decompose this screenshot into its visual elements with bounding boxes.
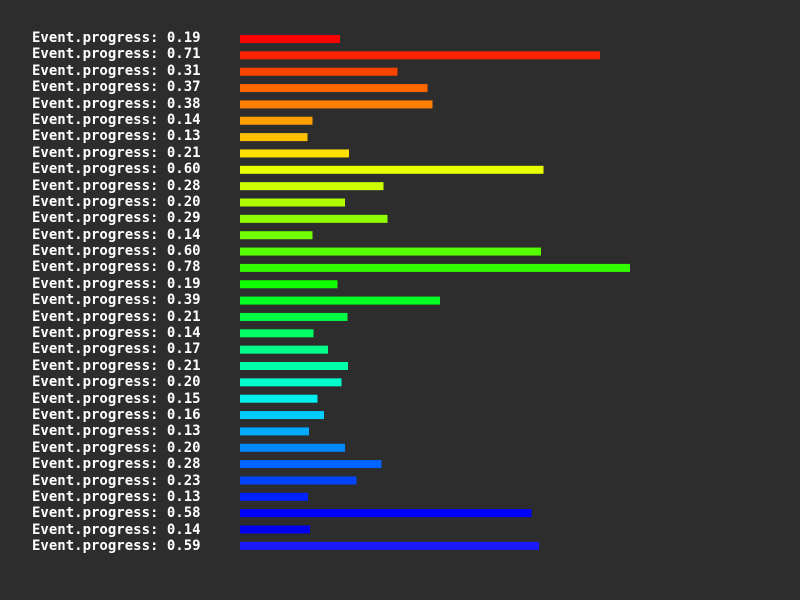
- bar: [240, 247, 541, 256]
- bar-label: Event.progress: 0.14: [32, 325, 201, 342]
- bar: [240, 84, 428, 93]
- bar: [240, 165, 544, 174]
- bar-label: Event.progress: 0.16: [32, 406, 201, 423]
- bar-label: Event.progress: 0.60: [32, 243, 201, 260]
- bar: [240, 296, 440, 305]
- bar: [240, 492, 308, 501]
- bar-label: Event.progress: 0.60: [32, 161, 201, 178]
- bar: [240, 394, 318, 403]
- bar: [240, 67, 398, 76]
- bar-label: Event.progress: 0.13: [32, 423, 201, 440]
- bar: [240, 427, 309, 436]
- bar: [240, 378, 342, 387]
- bar: [240, 116, 313, 125]
- bar: [240, 509, 532, 518]
- bar: [240, 280, 338, 289]
- bar-label: Event.progress: 0.71: [32, 46, 201, 63]
- bar: [240, 362, 348, 370]
- bar-label: Event.progress: 0.15: [32, 390, 201, 407]
- bar-label: Event.progress: 0.28: [32, 177, 201, 194]
- bar-label: Event.progress: 0.13: [32, 488, 201, 505]
- bar: [240, 525, 310, 534]
- bar-label: Event.progress: 0.31: [32, 62, 201, 79]
- bar: [240, 411, 324, 420]
- bar-labels: Event.progress: 0.19 Event.progress: 0.71…: [32, 30, 232, 555]
- bar: [240, 312, 348, 321]
- bar-label: Event.progress: 0.21: [32, 308, 201, 325]
- bar: [240, 329, 314, 338]
- bar-label: Event.progress: 0.23: [32, 472, 201, 489]
- bar: [240, 443, 345, 452]
- bar: [240, 263, 630, 272]
- bar-label: Event.progress: 0.19: [32, 30, 201, 46]
- bar-label: Event.progress: 0.14: [32, 226, 201, 243]
- bar-label: Event.progress: 0.21: [32, 357, 201, 374]
- bar: [240, 35, 340, 43]
- bar: [240, 133, 308, 142]
- bar: [240, 182, 384, 191]
- bar-label: Event.progress: 0.58: [32, 505, 201, 522]
- bar: [240, 476, 357, 485]
- bar-label: Event.progress: 0.37: [32, 79, 201, 96]
- bar-label: Event.progress: 0.20: [32, 374, 201, 391]
- bar-label: Event.progress: 0.14: [32, 521, 201, 538]
- bar: [240, 100, 433, 109]
- bar-label: Event.progress: 0.19: [32, 275, 201, 292]
- bar-label: Event.progress: 0.59: [32, 538, 201, 555]
- bar: [240, 345, 328, 354]
- bar: [240, 214, 388, 223]
- bar-label: Event.progress: 0.20: [32, 193, 201, 210]
- bar-label: Event.progress: 0.17: [32, 341, 201, 358]
- bar-label: Event.progress: 0.78: [32, 259, 201, 276]
- bar-label: Event.progress: 0.14: [32, 111, 201, 128]
- bar: [240, 541, 539, 550]
- bar: [240, 198, 345, 207]
- bar: [240, 460, 382, 469]
- bar-label: Event.progress: 0.38: [32, 95, 201, 112]
- bar-label: Event.progress: 0.29: [32, 210, 201, 227]
- bar: [240, 149, 349, 158]
- bar-label: Event.progress: 0.28: [32, 456, 201, 473]
- bar: [240, 231, 313, 240]
- bar-label: Event.progress: 0.39: [32, 292, 201, 309]
- bar-label: Event.progress: 0.13: [32, 128, 201, 145]
- bar: [240, 51, 600, 60]
- bar-label: Event.progress: 0.21: [32, 144, 201, 161]
- bar-label: Event.progress: 0.20: [32, 439, 201, 456]
